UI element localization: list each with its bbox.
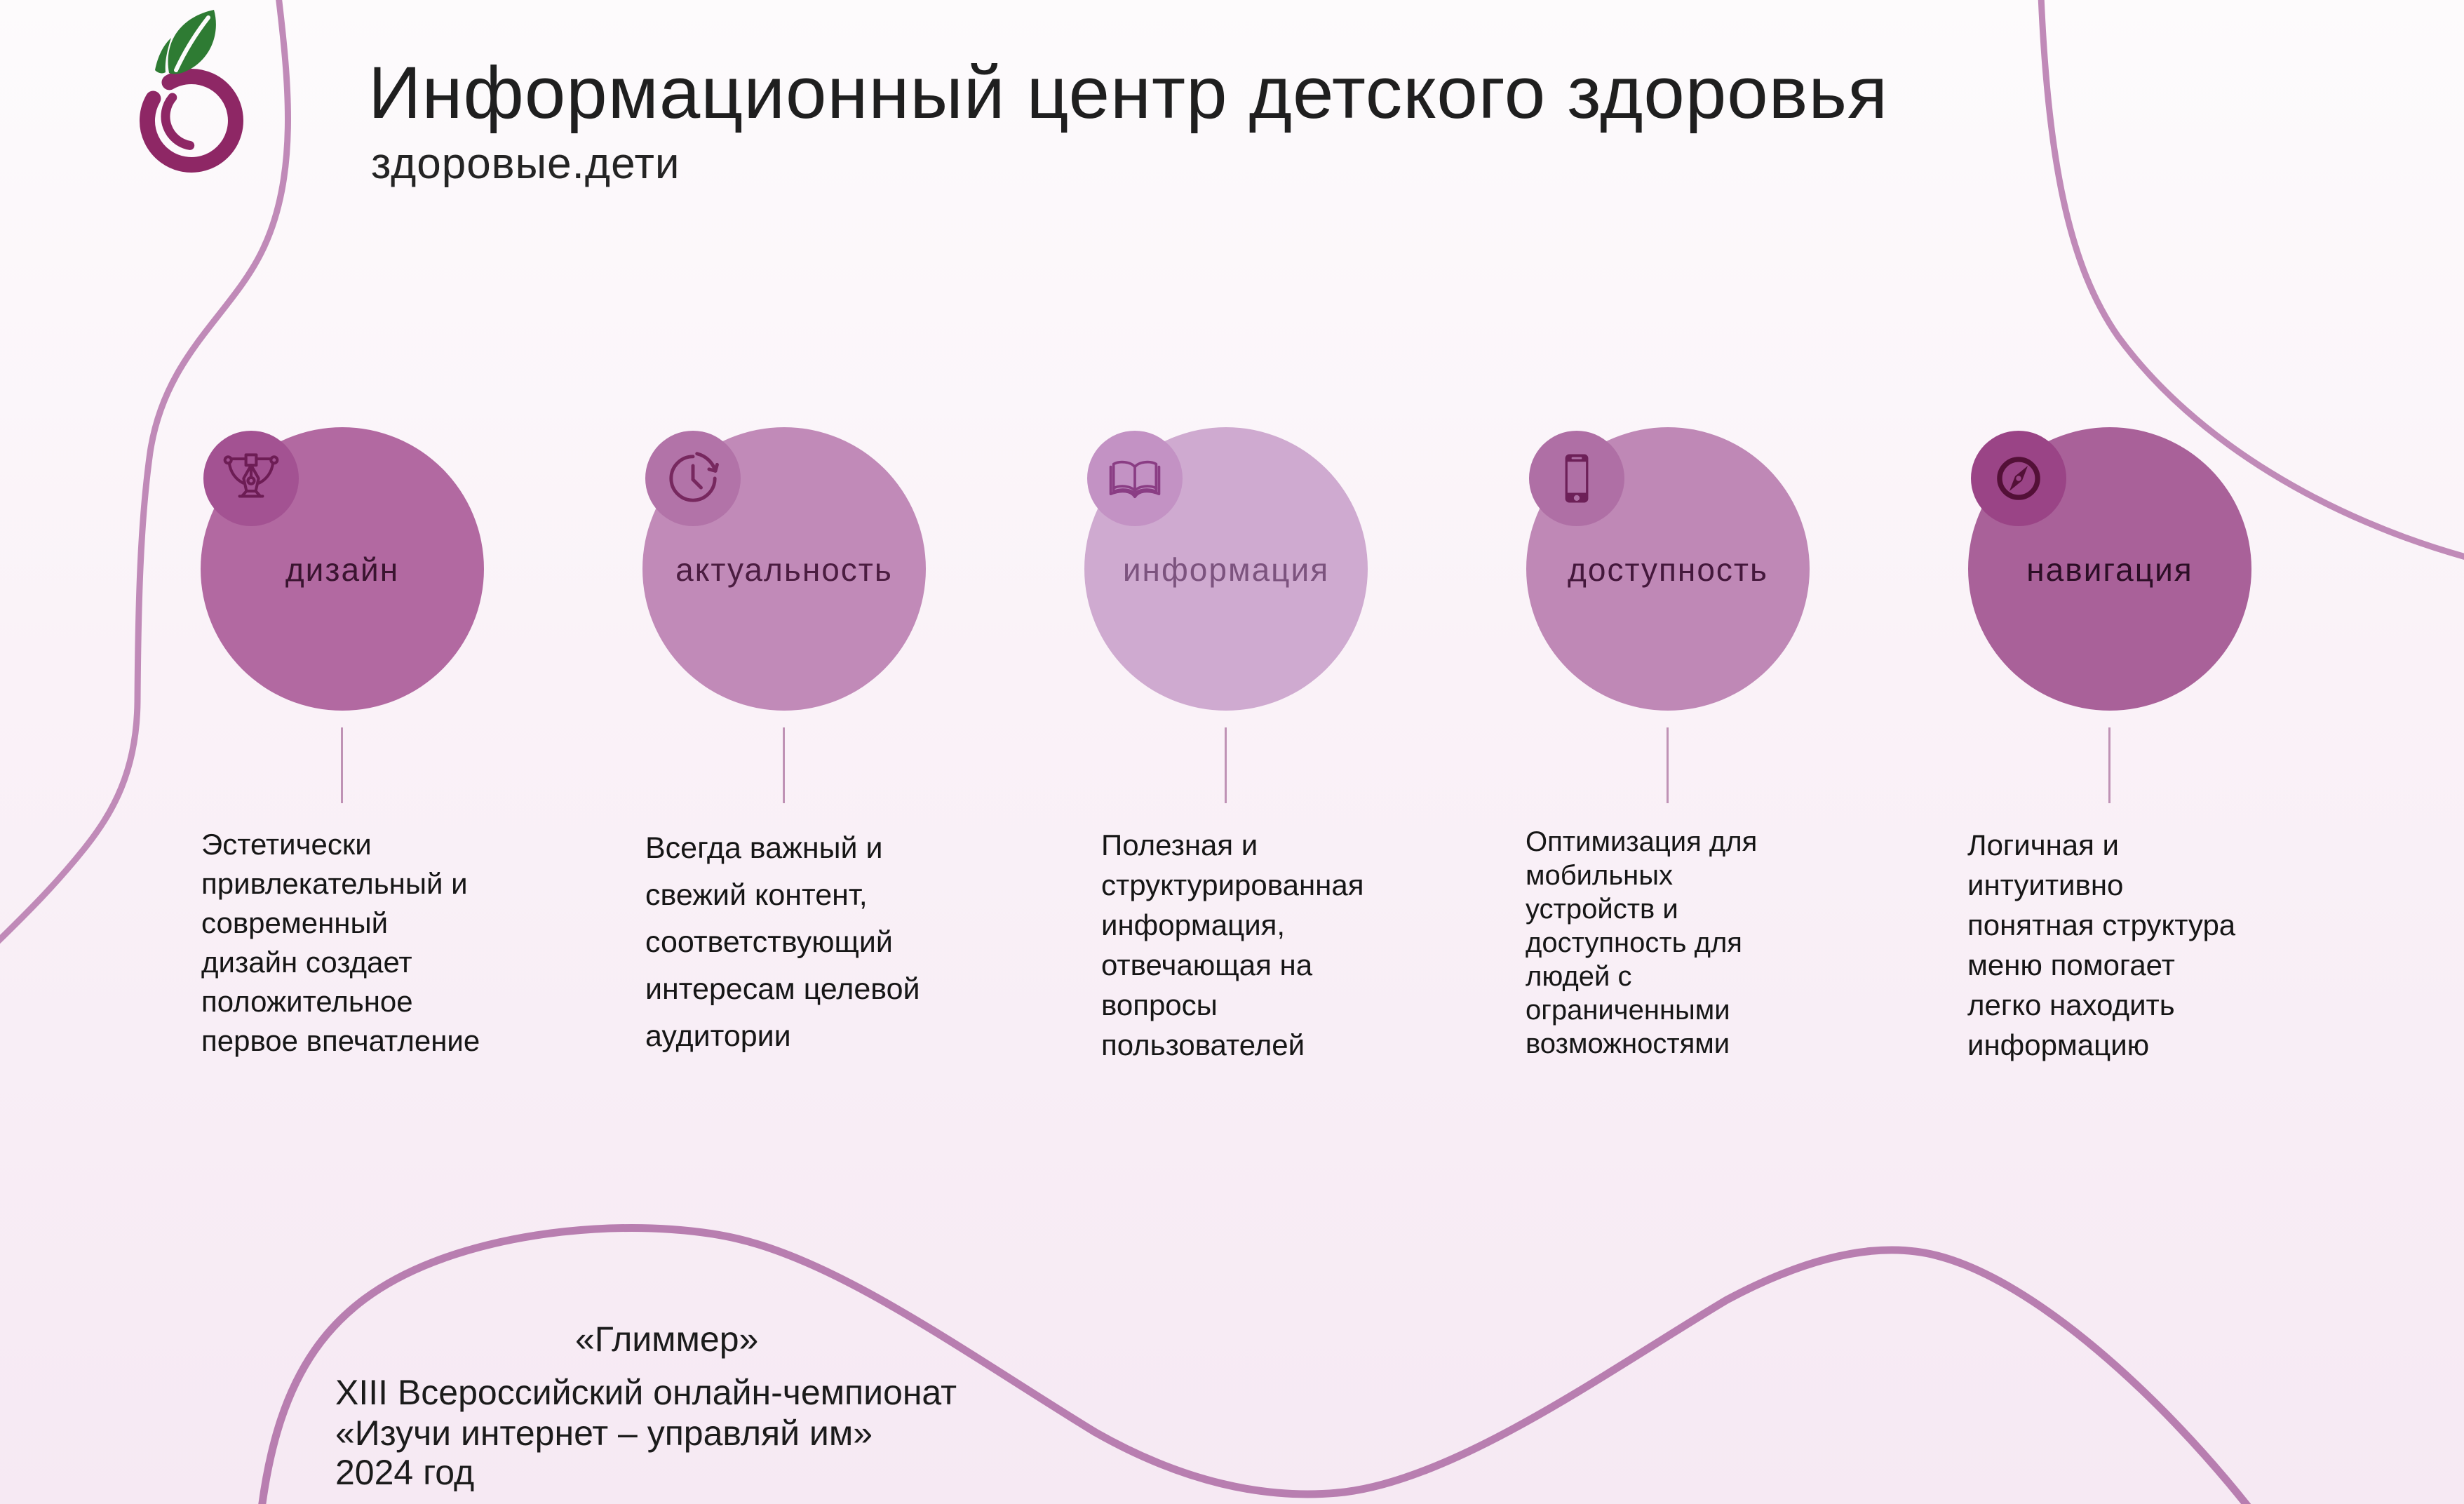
footer-event-name: XIII Всероссийский онлайн-чемпионат: [335, 1373, 957, 1412]
accessibility-connector-line: [1667, 727, 1669, 803]
footer-event-year: 2024 год: [335, 1453, 475, 1492]
relevance-label: актуальность: [675, 551, 893, 588]
navigation-description: Логичная и интуитивно понятная структура…: [1967, 828, 2236, 1061]
design-label: дизайн: [285, 551, 400, 588]
bottom-wave-curve: [258, 1224, 2251, 1504]
page-subtitle: здоровые.дети: [371, 140, 680, 188]
plum-with-leaf-logo: [139, 10, 243, 173]
smartphone-icon: [1565, 454, 1589, 503]
relevance-description: Всегда важный и свежий контент, соответс…: [645, 831, 920, 1053]
relevance-connector-line: [783, 727, 785, 803]
accessibility-icon-badge: [1529, 431, 1624, 526]
information-description: Полезная и структурированная информация,…: [1101, 828, 1364, 1061]
design-connector-line: [341, 727, 343, 803]
design-description: Эстетически привлекательный и современны…: [201, 828, 480, 1057]
clock-history-icon: [669, 452, 719, 502]
open-book-icon: [1109, 460, 1161, 499]
page-title: Информационный центр детского здоровья: [368, 52, 1888, 134]
information-label: информация: [1122, 551, 1330, 588]
information-connector-line: [1225, 727, 1227, 803]
pen-tool-icon: [223, 453, 279, 498]
footer-event-slogan: «Изучи интернет – управляй им»: [335, 1414, 873, 1453]
navigation-label: навигация: [2026, 551, 2193, 588]
footer-organization: «Глиммер»: [575, 1320, 759, 1359]
navigation-icon-badge: [1971, 431, 2066, 526]
pillar-design: дизайн Эстетически привлекательный и сов…: [191, 427, 493, 1269]
pillar-accessibility: доступность Оптимизация для мобильных ус…: [1517, 427, 1819, 1269]
pillar-information: информация Полезная и структурированная …: [1075, 427, 1377, 1269]
pillar-navigation: навигация Логичная и интуитивно понятная…: [1959, 427, 2261, 1269]
accessibility-description: Оптимизация для мобильных устройств и до…: [1526, 826, 1758, 1059]
design-icon-badge: [203, 431, 299, 526]
compass-icon: [1997, 457, 2040, 500]
information-icon-badge: [1087, 431, 1183, 526]
accessibility-label: доступность: [1568, 551, 1768, 588]
relevance-icon-badge: [645, 431, 741, 526]
navigation-connector-line: [2108, 727, 2110, 803]
pillar-relevance: актуальность Всегда важный и свежий конт…: [633, 427, 935, 1269]
